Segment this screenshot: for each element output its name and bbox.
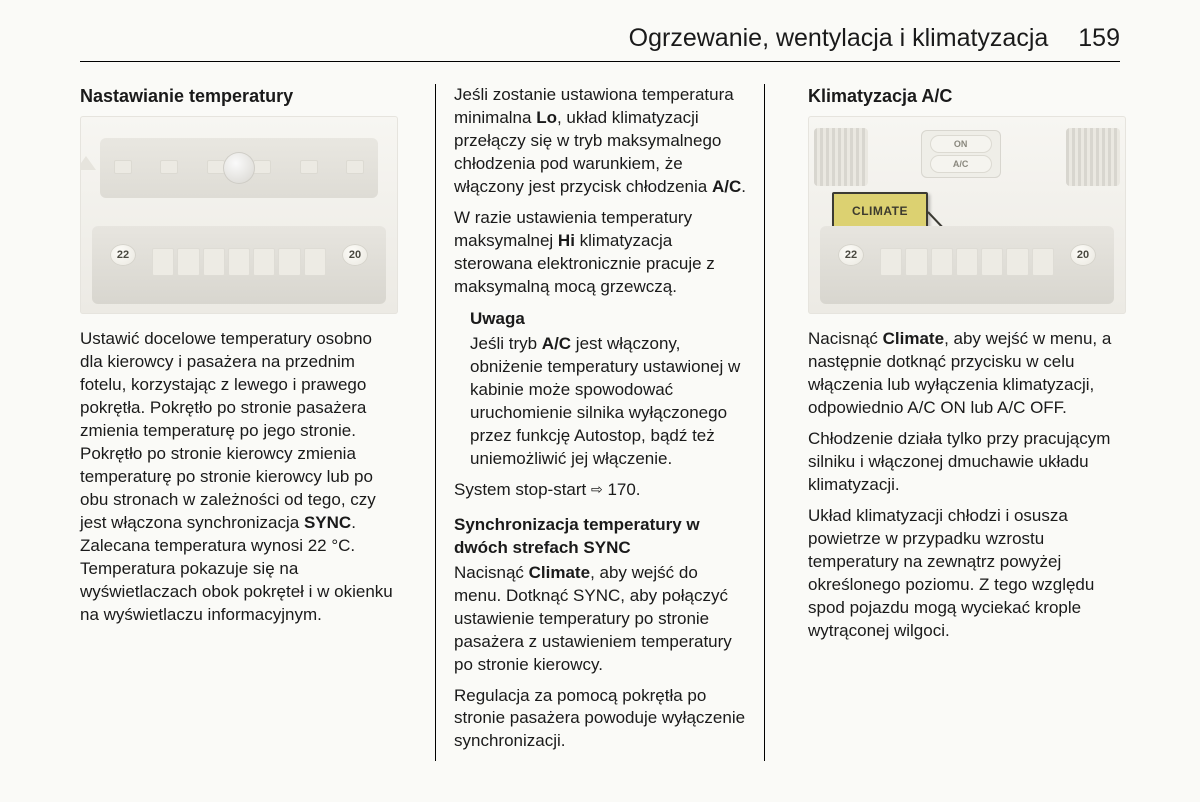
note-heading: Uwaga	[470, 308, 746, 331]
paragraph: Chłodzenie działa tylko przy pracującym …	[808, 428, 1120, 497]
paragraph-xref: System stop-start ⇨ 170.	[454, 479, 746, 502]
column-2: Jeśli zostanie ustawiona temperatura min…	[435, 84, 765, 761]
figure-climate-button: ON A/C CLIMATE 22 20	[808, 116, 1126, 314]
figure-climate-panel: 22 20	[80, 116, 398, 314]
note-body: Jeśli tryb A/C jest włączony, obniżenie …	[470, 333, 746, 471]
content-columns: Nastawianie temperatury 22 20 Ustawić do…	[80, 84, 1120, 761]
page-number: 159	[1078, 24, 1120, 53]
paragraph: Nacisnąć Climate, aby wejść w menu, a na…	[808, 328, 1120, 420]
xref-icon: ⇨	[591, 480, 603, 499]
temp-display-left: 22	[110, 244, 136, 266]
temp-display-left: 22	[838, 244, 864, 266]
paragraph: Układ klimatyzacji chłodzi i osusza powi…	[808, 505, 1120, 643]
column-1: Nastawianie temperatury 22 20 Ustawić do…	[80, 84, 410, 761]
temp-display-right: 20	[1070, 244, 1096, 266]
heading-ac: Klimatyzacja A/C	[808, 84, 1120, 108]
paragraph: Regulacja za pomocą pokrętła po stronie …	[454, 685, 746, 754]
section-title: Ogrzewanie, wentylacja i klimatyzacja	[629, 24, 1049, 53]
page-header: Ogrzewanie, wentylacja i klimatyzacja 15…	[80, 24, 1120, 62]
paragraph: Nacisnąć Climate, aby wejść do menu. Dot…	[454, 562, 746, 677]
paragraph: Ustawić docelowe temperatury osobno dla …	[80, 328, 394, 626]
paragraph: W razie ustawienia temperatury maksymaln…	[454, 207, 746, 299]
temp-display-right: 20	[342, 244, 368, 266]
subheading-sync: Synchronizacja temperatury w dwóch stref…	[454, 514, 746, 560]
paragraph: Jeśli zostanie ustawiona temperatura min…	[454, 84, 746, 199]
column-3: Klimatyzacja A/C ON A/C CLIMATE 22 20	[790, 84, 1120, 761]
heading-temperature-setting: Nastawianie temperatury	[80, 84, 394, 108]
